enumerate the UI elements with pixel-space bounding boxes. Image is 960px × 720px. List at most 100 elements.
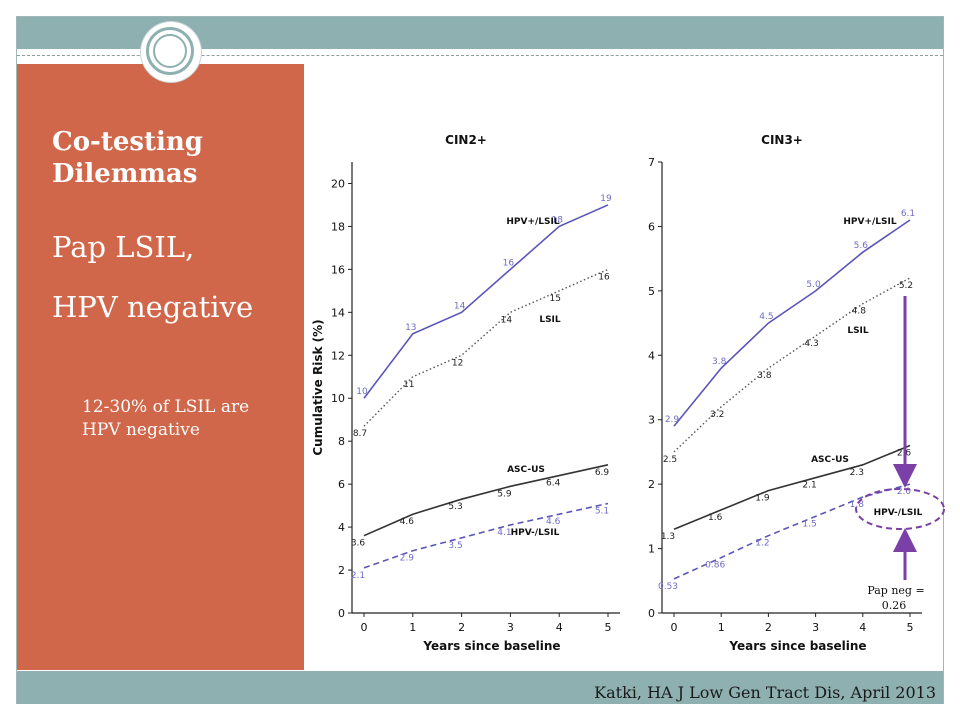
data-label: 1.9 [755, 494, 770, 504]
data-label: 0.53 [658, 582, 678, 592]
data-label: 19 [600, 194, 612, 204]
subtitle-line-2: HPV negative [52, 290, 254, 324]
data-label: 6.4 [546, 479, 561, 489]
y-tick-label: 12 [331, 349, 345, 362]
data-label: 5.2 [899, 281, 913, 291]
data-label: 4.5 [759, 312, 773, 322]
series-line-hpv-lsil [673, 219, 911, 427]
y-tick-label: 1 [648, 543, 655, 556]
data-label: 2.1 [802, 481, 816, 491]
series-line-lsil [673, 277, 911, 453]
series-line-asc-us [673, 444, 911, 530]
data-label: 15 [549, 294, 560, 304]
data-label: 4.8 [852, 307, 867, 317]
data-label: 1.3 [661, 532, 675, 542]
chart-title: CIN2+ [445, 133, 487, 147]
x-tick-label: 2 [765, 621, 772, 634]
y-tick-label: 4 [338, 521, 345, 534]
series-name-label: HPV-/LSIL [874, 508, 923, 518]
subtitle-line-1: Pap LSIL, [52, 230, 195, 264]
data-label: 4.6 [400, 517, 415, 527]
y-tick-label: 14 [331, 306, 345, 319]
data-label: 3.6 [351, 539, 366, 549]
data-label: 1.8 [850, 500, 865, 510]
data-label: 3.5 [448, 541, 462, 551]
y-tick-label: 16 [331, 263, 345, 276]
data-label: 4.1 [497, 528, 511, 538]
y-tick-label: 0 [338, 607, 345, 620]
data-label: 2.9 [665, 415, 680, 425]
y-tick-label: 8 [338, 435, 345, 448]
data-label: 13 [405, 323, 416, 333]
data-label: 2.3 [850, 468, 864, 478]
y-axis-label: Cumulative Risk (%) [311, 319, 325, 455]
data-label: 5.9 [497, 489, 512, 499]
data-label: 1.5 [802, 519, 816, 529]
x-tick-label: 1 [409, 621, 416, 634]
data-label: 3.8 [757, 371, 772, 381]
data-label: 2.1 [351, 571, 365, 581]
series-name-label: LSIL [539, 315, 561, 325]
x-axis-label: Years since baseline [422, 639, 560, 653]
series-line-asc-us [363, 464, 609, 537]
data-label: 11 [403, 380, 414, 390]
slide-heading: Co-testing Dilemmas [52, 127, 203, 189]
x-tick-label: 4 [859, 621, 866, 634]
series-name-label: LSIL [847, 326, 869, 336]
data-label: 1.2 [755, 539, 769, 549]
y-tick-label: 6 [648, 220, 655, 233]
x-axis-label: Years since baseline [728, 639, 866, 653]
data-label: 16 [598, 272, 610, 282]
x-tick-label: 0 [361, 621, 368, 634]
data-label: 2.9 [400, 554, 415, 564]
data-label: 2.5 [663, 455, 677, 465]
circle-ring-inner [153, 34, 187, 68]
note-text: 12-30% of LSIL are HPV negative [82, 397, 250, 440]
y-tick-label: 3 [648, 414, 655, 427]
annotation-line-1: Pap neg = [867, 584, 924, 597]
y-tick-label: 20 [331, 177, 345, 190]
series-line-hpv-lsil [363, 502, 609, 569]
series-name-label: ASC-US [507, 465, 545, 475]
data-label: 10 [356, 387, 368, 397]
x-tick-label: 3 [812, 621, 819, 634]
data-label: 14 [454, 301, 466, 311]
data-label: 8.7 [353, 429, 367, 439]
data-label: 5.3 [448, 502, 462, 512]
data-label: 4.3 [804, 339, 818, 349]
bottom-band [17, 671, 943, 704]
y-tick-label: 18 [331, 220, 345, 233]
data-label: 16 [503, 258, 515, 268]
data-label: 5.6 [854, 241, 869, 251]
data-label: 0.86 [705, 561, 725, 571]
x-tick-label: 1 [718, 621, 725, 634]
x-tick-label: 5 [605, 621, 612, 634]
y-tick-label: 0 [648, 607, 655, 620]
series-name-label: HPV+/LSIL [506, 217, 559, 227]
y-tick-label: 10 [331, 392, 345, 405]
data-label: 2.0 [897, 487, 912, 497]
series-line-lsil [363, 268, 609, 427]
data-label: 1.6 [708, 513, 723, 523]
data-label: 5.1 [595, 506, 609, 516]
y-tick-label: 2 [648, 478, 655, 491]
citation: Katki, HA J Low Gen Tract Dis, April 201… [594, 683, 936, 702]
y-tick-label: 7 [648, 156, 655, 169]
data-label: 4.6 [546, 517, 561, 527]
sidebar-panel [17, 64, 304, 670]
data-label: 6.9 [595, 468, 610, 478]
x-tick-label: 2 [458, 621, 465, 634]
series-name-label: HPV-/LSIL [511, 528, 560, 538]
data-label: 3.8 [712, 357, 727, 367]
data-label: 14 [501, 315, 513, 325]
data-label: 12 [452, 358, 463, 368]
x-tick-label: 5 [907, 621, 914, 634]
x-tick-label: 4 [556, 621, 563, 634]
y-tick-label: 2 [338, 564, 345, 577]
circle-ring-outer [146, 27, 194, 75]
data-label: 5.0 [806, 280, 821, 290]
series-line-hpv-lsil [363, 204, 609, 399]
series-name-label: HPV+/LSIL [843, 217, 896, 227]
